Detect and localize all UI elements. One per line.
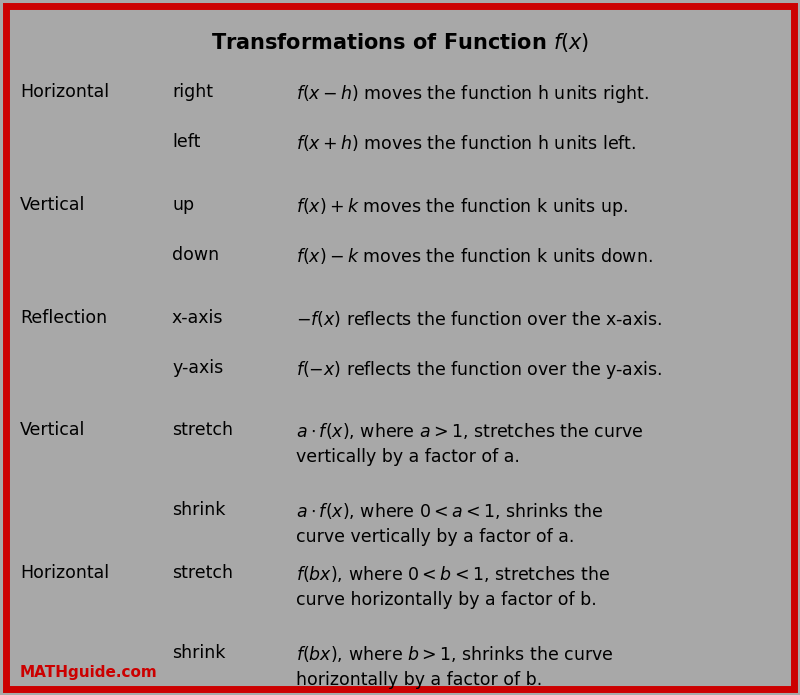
Text: $a \cdot f(x)$, where $0 < a < 1$, shrinks the: $a \cdot f(x)$, where $0 < a < 1$, shrin… (296, 501, 603, 521)
Text: $f(bx)$, where $b > 1$, shrinks the curve: $f(bx)$, where $b > 1$, shrinks the curv… (296, 644, 614, 664)
Text: Transformations of Function $\mathit{f}(x)$: Transformations of Function $\mathit{f}(… (211, 31, 589, 54)
Text: up: up (172, 196, 194, 214)
Text: stretch: stretch (172, 564, 233, 582)
Text: $f(x + h)$ moves the function h units left.: $f(x + h)$ moves the function h units le… (296, 133, 636, 154)
Text: $f(x) - k$ moves the function k units down.: $f(x) - k$ moves the function k units do… (296, 246, 653, 266)
Text: left: left (172, 133, 200, 152)
Text: curve horizontally by a factor of b.: curve horizontally by a factor of b. (296, 591, 597, 609)
Text: curve vertically by a factor of a.: curve vertically by a factor of a. (296, 528, 574, 546)
Text: Vertical: Vertical (20, 196, 86, 214)
Text: Reflection: Reflection (20, 309, 107, 327)
Text: shrink: shrink (172, 644, 226, 662)
Text: MATHguide.com: MATHguide.com (20, 664, 158, 680)
Text: shrink: shrink (172, 501, 226, 519)
Text: $a \cdot f(x)$, where $a > 1$, stretches the curve: $a \cdot f(x)$, where $a > 1$, stretches… (296, 421, 643, 441)
Text: Horizontal: Horizontal (20, 564, 109, 582)
Text: horizontally by a factor of b.: horizontally by a factor of b. (296, 671, 542, 689)
Text: $f(x) + k$ moves the function k units up.: $f(x) + k$ moves the function k units up… (296, 196, 628, 218)
Text: $f(x - h)$ moves the function h units right.: $f(x - h)$ moves the function h units ri… (296, 83, 649, 106)
Text: $f(-x)$ reflects the function over the y-axis.: $f(-x)$ reflects the function over the y… (296, 359, 662, 381)
Text: x-axis: x-axis (172, 309, 223, 327)
Text: $f(bx)$, where $0 < b < 1$, stretches the: $f(bx)$, where $0 < b < 1$, stretches th… (296, 564, 610, 584)
Text: y-axis: y-axis (172, 359, 223, 377)
Text: $-f(x)$ reflects the function over the x-axis.: $-f(x)$ reflects the function over the x… (296, 309, 662, 329)
Text: Vertical: Vertical (20, 421, 86, 439)
Text: right: right (172, 83, 213, 101)
Text: down: down (172, 246, 219, 264)
Text: vertically by a factor of a.: vertically by a factor of a. (296, 448, 520, 466)
Text: stretch: stretch (172, 421, 233, 439)
Text: Horizontal: Horizontal (20, 83, 109, 101)
